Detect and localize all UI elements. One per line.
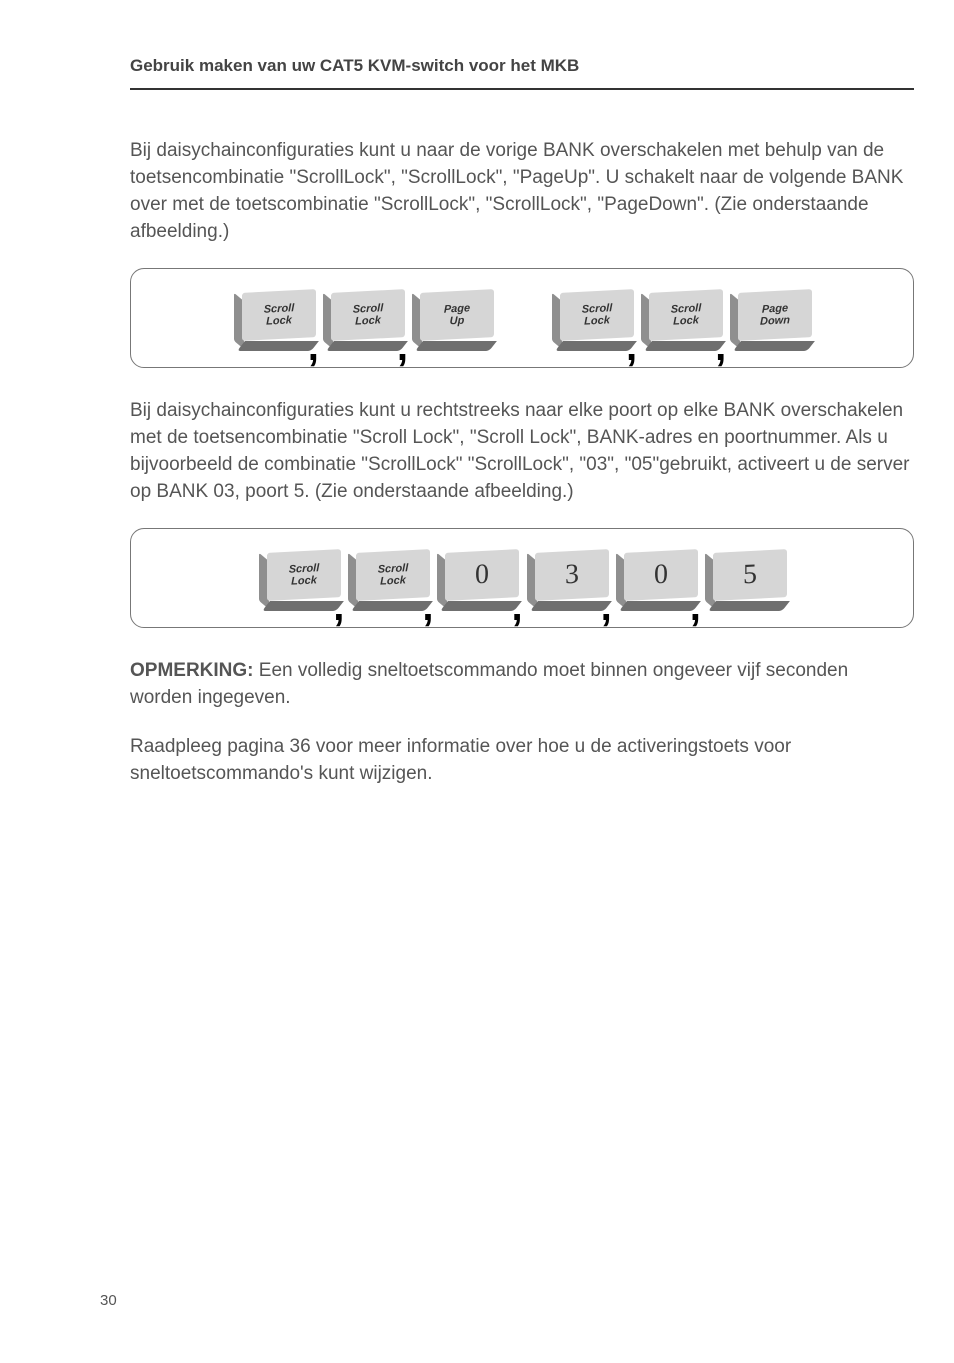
key-label: ScrollLock — [263, 302, 294, 328]
key-scroll-lock: ScrollLock — [552, 291, 632, 349]
key-group-right: ScrollLock , ScrollLock , PageDown — [552, 291, 810, 349]
key-label: 3 — [565, 559, 579, 591]
key-label: ScrollLock — [378, 562, 409, 588]
page-container: Gebruik maken van uw CAT5 KVM-switch voo… — [0, 0, 954, 788]
key-scroll-lock: ScrollLock — [348, 551, 428, 609]
paragraph-1: Bij daisychainconfiguraties kunt u naar … — [130, 138, 914, 246]
key-label: ScrollLock — [582, 302, 613, 328]
key-label: ScrollLock — [671, 302, 702, 328]
illustration-2: ScrollLock , ScrollLock , 0 , 3 , 0 , — [130, 528, 914, 628]
key-digit-0: 0 — [616, 551, 696, 609]
key-label: ScrollLock — [353, 302, 384, 328]
key-scroll-lock: ScrollLock — [259, 551, 339, 609]
key-row-1: ScrollLock , ScrollLock , PageUp Scroll — [234, 291, 811, 349]
key-page-up: PageUp — [412, 291, 492, 349]
note-label: OPMERKING: — [130, 660, 254, 681]
key-row-2: ScrollLock , ScrollLock , 0 , 3 , 0 , — [259, 551, 785, 609]
paragraph-3: Raadpleeg pagina 36 voor meer informatie… — [130, 734, 914, 788]
key-label: PageUp — [444, 302, 470, 328]
page-number: 30 — [100, 1292, 117, 1309]
key-label: 0 — [654, 559, 668, 591]
page-header: Gebruik maken van uw CAT5 KVM-switch voo… — [130, 56, 914, 90]
key-scroll-lock: ScrollLock — [641, 291, 721, 349]
key-label: ScrollLock — [289, 562, 320, 588]
key-label: 5 — [743, 559, 757, 591]
key-digit-5: 5 — [705, 551, 785, 609]
key-digit-3: 3 — [527, 551, 607, 609]
key-digit-0: 0 — [437, 551, 517, 609]
key-label: PageDown — [760, 302, 790, 328]
note-paragraph: OPMERKING: Een volledig sneltoetscommand… — [130, 658, 914, 712]
key-label: 0 — [475, 559, 489, 591]
key-page-down: PageDown — [730, 291, 810, 349]
key-scroll-lock: ScrollLock — [234, 291, 314, 349]
illustration-1: ScrollLock , ScrollLock , PageUp Scroll — [130, 268, 914, 368]
key-scroll-lock: ScrollLock — [323, 291, 403, 349]
paragraph-2: Bij daisychainconfiguraties kunt u recht… — [130, 398, 914, 506]
key-group-left: ScrollLock , ScrollLock , PageUp — [234, 291, 492, 349]
